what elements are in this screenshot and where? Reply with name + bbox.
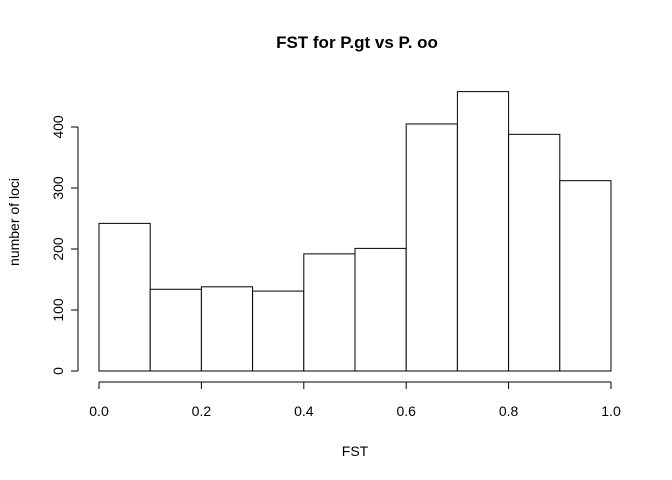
y-tick-label: 0 bbox=[50, 367, 66, 375]
histogram-bar bbox=[200, 286, 254, 372]
x-axis: 0.0 0.2 0.4 0.6 0.8 1.0 bbox=[89, 381, 621, 419]
histogram-bar bbox=[303, 253, 356, 372]
histogram-bar bbox=[98, 222, 151, 372]
x-tick-label: 0.0 bbox=[89, 403, 109, 419]
histogram-bar bbox=[354, 247, 407, 372]
x-tick-label: 0.8 bbox=[499, 403, 519, 419]
histogram-bar bbox=[252, 290, 305, 372]
histogram-bar bbox=[508, 133, 561, 372]
histogram-bar bbox=[405, 123, 458, 372]
x-tick-label: 0.2 bbox=[192, 403, 212, 419]
x-tick-label: 0.6 bbox=[396, 403, 416, 419]
histogram-bar bbox=[559, 180, 612, 372]
histogram-bar bbox=[149, 288, 202, 372]
x-axis-label: FST bbox=[342, 443, 369, 459]
chart-title: FST for P.gt vs P. oo bbox=[276, 33, 438, 52]
y-axis: 0 100 200 300 400 bbox=[50, 115, 79, 375]
y-tick-label: 300 bbox=[50, 176, 66, 200]
histogram-bar bbox=[456, 91, 510, 372]
y-axis-label: number of loci bbox=[6, 178, 22, 266]
x-tick-label: 0.4 bbox=[294, 403, 314, 419]
y-tick-label: 400 bbox=[50, 115, 66, 139]
y-tick-label: 200 bbox=[50, 237, 66, 261]
y-tick-label: 100 bbox=[50, 298, 66, 322]
bars-group bbox=[98, 91, 612, 372]
x-tick-label: 1.0 bbox=[601, 403, 621, 419]
